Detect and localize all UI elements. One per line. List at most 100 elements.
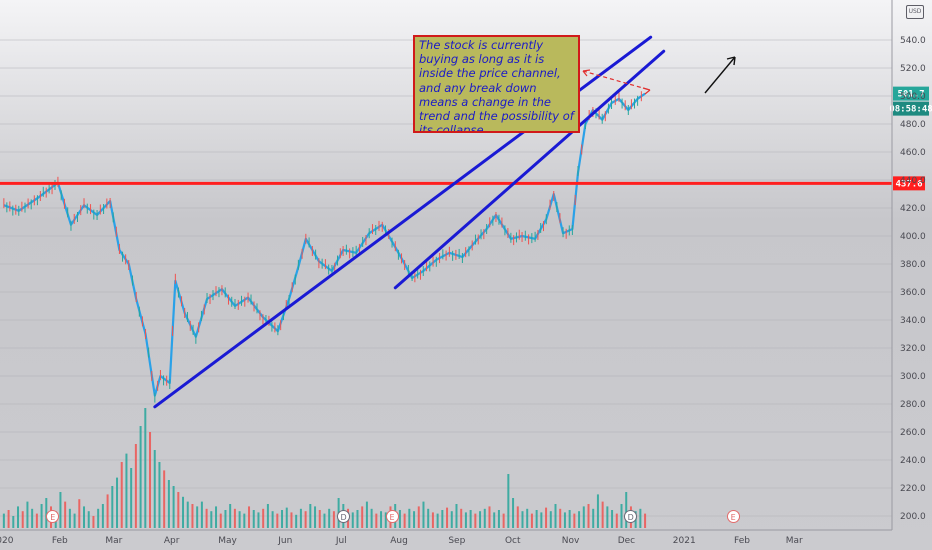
volume-bar bbox=[196, 506, 199, 528]
volume-bar bbox=[106, 494, 109, 528]
volume-bar bbox=[314, 506, 317, 528]
volume-bar bbox=[144, 408, 147, 528]
volume-bar bbox=[356, 510, 359, 528]
volume-bar bbox=[611, 510, 614, 528]
volume-bar bbox=[441, 510, 444, 528]
time-tick-label: Mar bbox=[105, 536, 122, 546]
volume-bar bbox=[68, 508, 71, 528]
volume-bar bbox=[78, 499, 81, 528]
volume-bar bbox=[450, 511, 453, 528]
annotation-arrowhead-left bbox=[582, 69, 591, 77]
price-tick-label: 440.0 bbox=[900, 176, 926, 186]
volume-bar bbox=[7, 510, 10, 528]
time-tick-label: Nov bbox=[562, 536, 580, 546]
volume-bar bbox=[554, 504, 557, 528]
dividend-marker[interactable]: D bbox=[337, 510, 351, 523]
volume-bar bbox=[271, 511, 274, 528]
volume-bar bbox=[620, 504, 623, 528]
volume-bar bbox=[87, 511, 90, 528]
volume-bar bbox=[243, 513, 246, 528]
volume-bar bbox=[479, 511, 482, 528]
volume-bar bbox=[295, 514, 298, 528]
currency-settings-button[interactable]: USD bbox=[906, 5, 924, 19]
earnings-marker[interactable]: E bbox=[385, 510, 399, 523]
level-price-badge bbox=[893, 176, 925, 191]
volume-bar bbox=[45, 498, 48, 528]
price-tick-label: 260.0 bbox=[900, 428, 926, 438]
price-tick-label: 420.0 bbox=[900, 204, 926, 214]
price-series bbox=[3, 91, 646, 403]
earnings-marker[interactable]: E bbox=[46, 510, 60, 523]
volume-bar bbox=[474, 513, 477, 528]
volume-bar bbox=[21, 511, 24, 528]
volume-bar bbox=[233, 508, 236, 528]
volume-bar bbox=[384, 512, 387, 528]
volume-bar bbox=[139, 426, 142, 528]
channel-trendline-2[interactable] bbox=[393, 49, 666, 290]
volume-bar bbox=[163, 470, 166, 528]
volume-bar bbox=[186, 501, 189, 528]
price-tick-label: 520.0 bbox=[900, 64, 926, 74]
volume-bar bbox=[285, 507, 288, 528]
volume-bar bbox=[35, 513, 38, 528]
earnings-marker[interactable]: E bbox=[726, 510, 740, 523]
volume-bar bbox=[502, 513, 505, 528]
price-axis[interactable]: 200.0 220.0 240.0 260.0 280.0 300.0 320.0 340.0… bbox=[891, 0, 926, 530]
volume-bar bbox=[398, 510, 401, 528]
volume-bar bbox=[229, 504, 232, 528]
volume-bar bbox=[403, 513, 406, 528]
price-tick-label: 380.0 bbox=[900, 260, 926, 270]
volume-bar bbox=[172, 486, 175, 528]
volume-bar bbox=[248, 506, 251, 528]
annotation-note[interactable]: The stock is currently buying as long as… bbox=[413, 35, 580, 133]
volume-bar bbox=[568, 510, 571, 528]
time-tick-label: 2021 bbox=[673, 536, 696, 546]
price-line bbox=[3, 92, 646, 397]
volume-bar bbox=[26, 501, 29, 528]
volume-bar bbox=[573, 513, 576, 528]
volume-bar bbox=[460, 508, 463, 528]
volume-bar bbox=[483, 508, 486, 528]
volume-bar bbox=[351, 512, 354, 528]
time-tick-label: Dec bbox=[618, 536, 635, 546]
time-axis[interactable]: 2020 Feb Mar Apr May Jun Jul Aug Sep Oct Nov Dec 202… bbox=[0, 529, 892, 546]
time-tick-label: Sep bbox=[448, 536, 465, 546]
volume-bar bbox=[464, 512, 467, 528]
volume-bar bbox=[167, 480, 170, 528]
volume-bar bbox=[601, 501, 604, 528]
level-price-label: 437.6 bbox=[895, 179, 922, 189]
volume-bar bbox=[446, 507, 449, 528]
volume-bar bbox=[497, 510, 500, 528]
volume-bar bbox=[158, 462, 161, 528]
volume-bar bbox=[578, 511, 581, 528]
annotation-arrows bbox=[582, 56, 736, 95]
volume-bar bbox=[219, 513, 222, 528]
volume-bar bbox=[101, 504, 104, 528]
price-tick-label: 480.0 bbox=[900, 120, 926, 130]
volume-bar bbox=[149, 432, 152, 528]
volume-bar bbox=[281, 510, 284, 528]
trendline-group[interactable] bbox=[153, 35, 666, 409]
volume-bar bbox=[417, 506, 420, 528]
volume-bar bbox=[512, 498, 515, 528]
volume-bar bbox=[488, 506, 491, 528]
horizontal-level-group[interactable]: 437.6 501.7 08:58:48 bbox=[0, 86, 932, 191]
volume-bar bbox=[526, 508, 529, 528]
volume-bar bbox=[210, 511, 213, 528]
volume-bar bbox=[290, 512, 293, 528]
volume-bar bbox=[31, 508, 34, 528]
volume-bar bbox=[408, 508, 411, 528]
volume-bar bbox=[413, 511, 416, 528]
volume-bar bbox=[493, 512, 496, 528]
volume-bar bbox=[120, 462, 123, 528]
volume-bar bbox=[83, 506, 86, 528]
volume-bar bbox=[2, 513, 5, 528]
volume-bar bbox=[370, 508, 373, 528]
time-tick-label: Oct bbox=[505, 536, 521, 546]
volume-bar bbox=[328, 508, 331, 528]
volume-bar bbox=[436, 513, 439, 528]
volume-bar bbox=[40, 504, 43, 528]
dividend-marker[interactable]: D bbox=[624, 510, 638, 523]
volume-bar bbox=[73, 513, 76, 528]
